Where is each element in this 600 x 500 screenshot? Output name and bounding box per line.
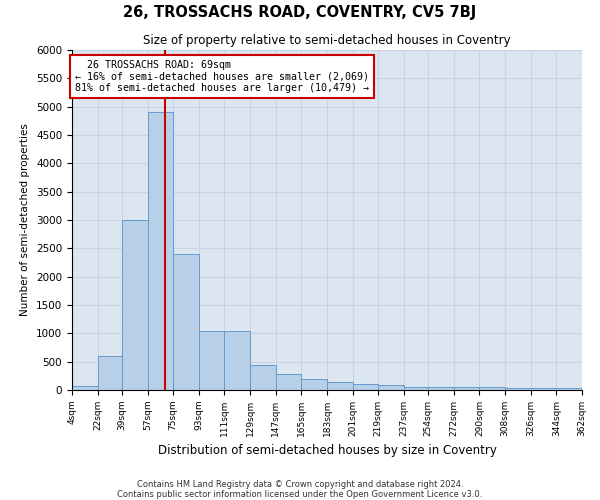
Bar	[479, 388, 505, 390]
Bar	[301, 379, 327, 390]
Bar	[122, 220, 148, 390]
Text: 26 TROSSACHS ROAD: 69sqm
← 16% of semi-detached houses are smaller (2,069)
81% o: 26 TROSSACHS ROAD: 69sqm ← 16% of semi-d…	[74, 60, 368, 94]
Bar	[353, 384, 378, 390]
Bar	[531, 388, 556, 390]
X-axis label: Distribution of semi-detached houses by size in Coventry: Distribution of semi-detached houses by …	[158, 444, 496, 458]
Bar	[148, 112, 173, 390]
Y-axis label: Number of semi-detached properties: Number of semi-detached properties	[20, 124, 31, 316]
Bar	[276, 374, 301, 390]
Title: Size of property relative to semi-detached houses in Coventry: Size of property relative to semi-detach…	[143, 34, 511, 48]
Bar	[404, 386, 430, 390]
Bar	[98, 356, 123, 390]
Bar	[428, 387, 454, 390]
Bar	[199, 330, 224, 390]
Bar	[454, 387, 479, 390]
Bar	[556, 388, 582, 390]
Text: Contains HM Land Registry data © Crown copyright and database right 2024.
Contai: Contains HM Land Registry data © Crown c…	[118, 480, 482, 499]
Bar	[505, 388, 531, 390]
Bar	[378, 385, 404, 390]
Bar	[173, 254, 199, 390]
Bar	[224, 330, 250, 390]
Text: 26, TROSSACHS ROAD, COVENTRY, CV5 7BJ: 26, TROSSACHS ROAD, COVENTRY, CV5 7BJ	[124, 5, 476, 20]
Bar	[250, 364, 276, 390]
Bar	[72, 386, 98, 390]
Bar	[327, 382, 353, 390]
